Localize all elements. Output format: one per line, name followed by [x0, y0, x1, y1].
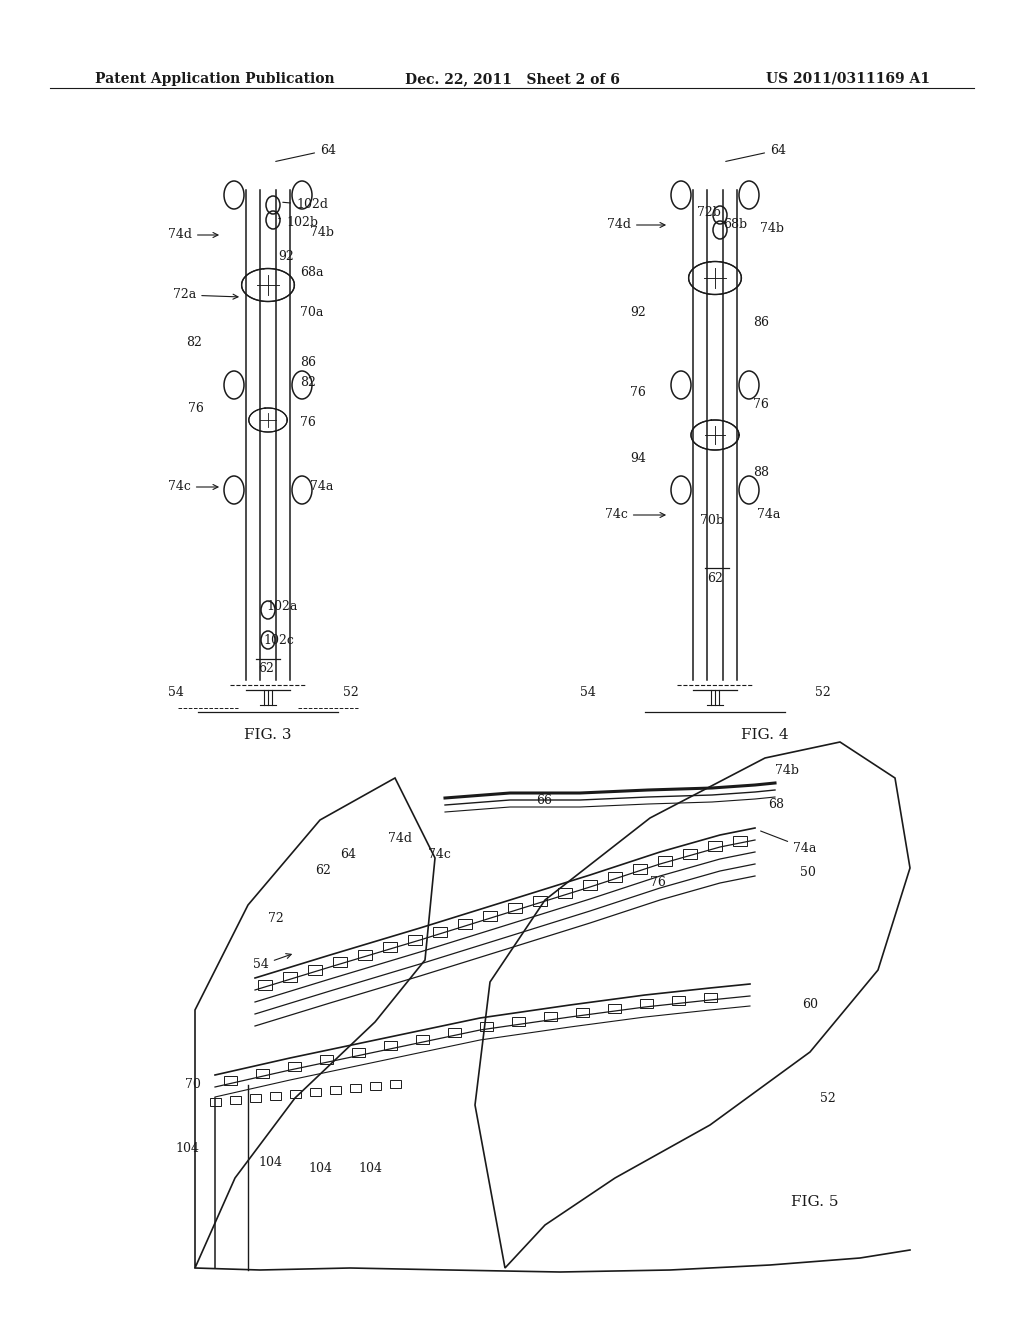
Text: 74a: 74a — [757, 508, 780, 521]
Text: 64: 64 — [340, 847, 356, 861]
Text: 50: 50 — [800, 866, 816, 879]
Text: 102d: 102d — [283, 198, 328, 211]
Text: 74d: 74d — [388, 832, 412, 845]
Text: 74c: 74c — [168, 480, 218, 494]
Text: 74b: 74b — [310, 226, 334, 239]
Text: FIG. 4: FIG. 4 — [741, 729, 788, 742]
Text: 62: 62 — [707, 572, 723, 585]
Text: 104: 104 — [358, 1162, 382, 1175]
Text: 68a: 68a — [300, 265, 324, 279]
Text: 72b: 72b — [697, 206, 721, 219]
Text: 76: 76 — [650, 875, 666, 888]
Text: 86: 86 — [300, 355, 316, 368]
Text: 102c: 102c — [263, 634, 294, 647]
Text: 72a: 72a — [173, 289, 238, 301]
Text: US 2011/0311169 A1: US 2011/0311169 A1 — [766, 73, 930, 86]
Text: 60: 60 — [802, 998, 818, 1011]
Text: 74b: 74b — [775, 763, 799, 776]
Text: 68: 68 — [768, 799, 784, 812]
Text: FIG. 3: FIG. 3 — [245, 729, 292, 742]
Text: 102a: 102a — [266, 599, 297, 612]
Text: 74a: 74a — [761, 832, 816, 854]
Text: 104: 104 — [175, 1142, 199, 1155]
Text: Patent Application Publication: Patent Application Publication — [95, 73, 335, 86]
Text: 82: 82 — [300, 375, 315, 388]
Text: 62: 62 — [315, 863, 331, 876]
Text: 52: 52 — [343, 685, 358, 698]
Text: 102b: 102b — [279, 215, 318, 228]
Text: 76: 76 — [300, 416, 315, 429]
Text: 74a: 74a — [310, 480, 334, 494]
Text: 92: 92 — [278, 249, 294, 263]
Text: 52: 52 — [820, 1092, 836, 1105]
Text: 76: 76 — [188, 401, 204, 414]
Text: 94: 94 — [630, 451, 646, 465]
Text: 74c: 74c — [428, 847, 451, 861]
Text: 70a: 70a — [300, 305, 324, 318]
Text: 76: 76 — [753, 399, 769, 412]
Text: 62: 62 — [258, 661, 273, 675]
Text: 74d: 74d — [607, 219, 665, 231]
Text: 82: 82 — [186, 335, 202, 348]
Text: 66: 66 — [536, 793, 552, 807]
Text: 70: 70 — [185, 1078, 201, 1092]
Text: 74d: 74d — [168, 228, 218, 242]
Text: 74c: 74c — [605, 508, 665, 521]
Text: 86: 86 — [753, 315, 769, 329]
Text: 76: 76 — [630, 385, 646, 399]
Text: 72: 72 — [268, 912, 284, 924]
Text: 92: 92 — [630, 305, 646, 318]
Text: 70b: 70b — [700, 513, 724, 527]
Text: 64: 64 — [275, 144, 336, 161]
Text: FIG. 5: FIG. 5 — [792, 1195, 839, 1209]
Text: 88: 88 — [753, 466, 769, 479]
Text: 54: 54 — [253, 953, 291, 972]
Text: 68b: 68b — [723, 219, 748, 231]
Text: 104: 104 — [308, 1162, 332, 1175]
Text: 64: 64 — [726, 144, 786, 161]
Text: 74b: 74b — [760, 222, 784, 235]
Text: Dec. 22, 2011   Sheet 2 of 6: Dec. 22, 2011 Sheet 2 of 6 — [404, 73, 620, 86]
Text: 104: 104 — [258, 1155, 282, 1168]
Text: 54: 54 — [168, 685, 184, 698]
Text: 54: 54 — [580, 685, 596, 698]
Text: 52: 52 — [815, 685, 830, 698]
